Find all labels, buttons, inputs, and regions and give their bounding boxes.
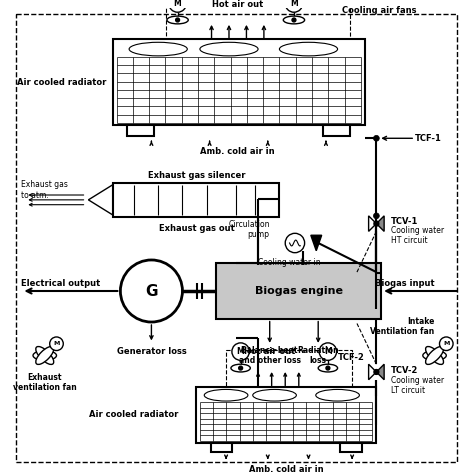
Text: Cooling air fans: Cooling air fans [342, 6, 417, 15]
Text: Amb. cold air in: Amb. cold air in [201, 147, 275, 156]
Text: M: M [290, 0, 298, 8]
Bar [323, 125, 350, 137]
Ellipse shape [200, 42, 258, 56]
Text: M: M [324, 347, 332, 356]
Circle shape [439, 337, 453, 351]
Circle shape [374, 213, 379, 219]
Text: M: M [174, 0, 182, 8]
Text: Biogas engine: Biogas engine [255, 286, 343, 296]
Circle shape [292, 18, 296, 22]
Circle shape [176, 18, 180, 22]
Text: M: M [53, 341, 60, 346]
Circle shape [326, 366, 330, 370]
Ellipse shape [253, 390, 296, 401]
Ellipse shape [129, 42, 187, 56]
Text: Cooling water
HT circuit: Cooling water HT circuit [391, 226, 444, 245]
Text: Electrical output: Electrical output [21, 279, 101, 288]
Circle shape [319, 343, 337, 360]
Text: Exhaust gas
to atm.: Exhaust gas to atm. [21, 181, 68, 200]
Ellipse shape [283, 16, 305, 24]
Circle shape [232, 343, 249, 360]
Ellipse shape [318, 364, 337, 372]
Ellipse shape [316, 390, 359, 401]
Bar [127, 125, 155, 137]
Polygon shape [311, 235, 322, 251]
Text: M: M [237, 347, 245, 356]
Bar [210, 443, 232, 453]
Text: Exhaust gas silencer: Exhaust gas silencer [148, 171, 246, 180]
Polygon shape [369, 364, 376, 380]
Text: Amb. cold air in: Amb. cold air in [249, 465, 324, 474]
Text: Generator loss: Generator loss [117, 346, 186, 356]
Circle shape [120, 260, 182, 322]
Circle shape [169, 0, 186, 12]
Bar [113, 39, 365, 125]
Text: Radiation
loss: Radiation loss [297, 346, 339, 365]
Circle shape [285, 0, 303, 12]
Circle shape [374, 370, 379, 374]
Ellipse shape [423, 351, 447, 360]
Polygon shape [376, 364, 384, 380]
Text: Air cooled radiator: Air cooled radiator [89, 410, 179, 419]
Circle shape [374, 221, 379, 226]
Circle shape [285, 233, 305, 253]
Text: TCV-2: TCV-2 [391, 365, 418, 374]
Text: Air cooled radiator: Air cooled radiator [17, 78, 106, 87]
Bar [166, 4, 350, 45]
Ellipse shape [33, 351, 56, 360]
Ellipse shape [36, 346, 54, 365]
Text: Cooling water
LT circuit: Cooling water LT circuit [391, 376, 444, 395]
Polygon shape [376, 216, 384, 231]
Text: TCV-1: TCV-1 [391, 217, 418, 226]
Ellipse shape [231, 364, 250, 372]
Ellipse shape [279, 42, 337, 56]
Text: TCF-2: TCF-2 [337, 353, 365, 362]
Bar [340, 443, 362, 453]
Ellipse shape [426, 346, 444, 365]
Circle shape [374, 136, 379, 141]
Ellipse shape [204, 390, 248, 401]
Text: Hot air out: Hot air out [244, 347, 295, 356]
Text: M: M [443, 341, 449, 346]
Bar [217, 264, 381, 319]
Text: Hot air out: Hot air out [212, 0, 264, 9]
Bar [113, 183, 279, 217]
Text: Balance heat
and other loss: Balance heat and other loss [239, 346, 301, 365]
Polygon shape [88, 185, 113, 215]
Text: Exhaust
ventilation fan: Exhaust ventilation fan [13, 373, 77, 392]
Text: Biogas input: Biogas input [375, 279, 435, 288]
Ellipse shape [167, 16, 188, 24]
Text: Intake
Ventilation fan: Intake Ventilation fan [370, 317, 435, 336]
Circle shape [50, 337, 63, 351]
Text: Cooling water in: Cooling water in [258, 258, 320, 267]
Bar [196, 386, 376, 443]
Ellipse shape [426, 346, 444, 365]
Ellipse shape [36, 346, 54, 365]
Text: TCF-1: TCF-1 [415, 134, 442, 143]
Text: Circulation
pump: Circulation pump [228, 220, 270, 239]
Text: G: G [145, 283, 158, 299]
Bar [226, 350, 352, 392]
Text: Exhaust gas out: Exhaust gas out [159, 224, 235, 233]
Polygon shape [369, 216, 376, 231]
Circle shape [239, 366, 243, 370]
